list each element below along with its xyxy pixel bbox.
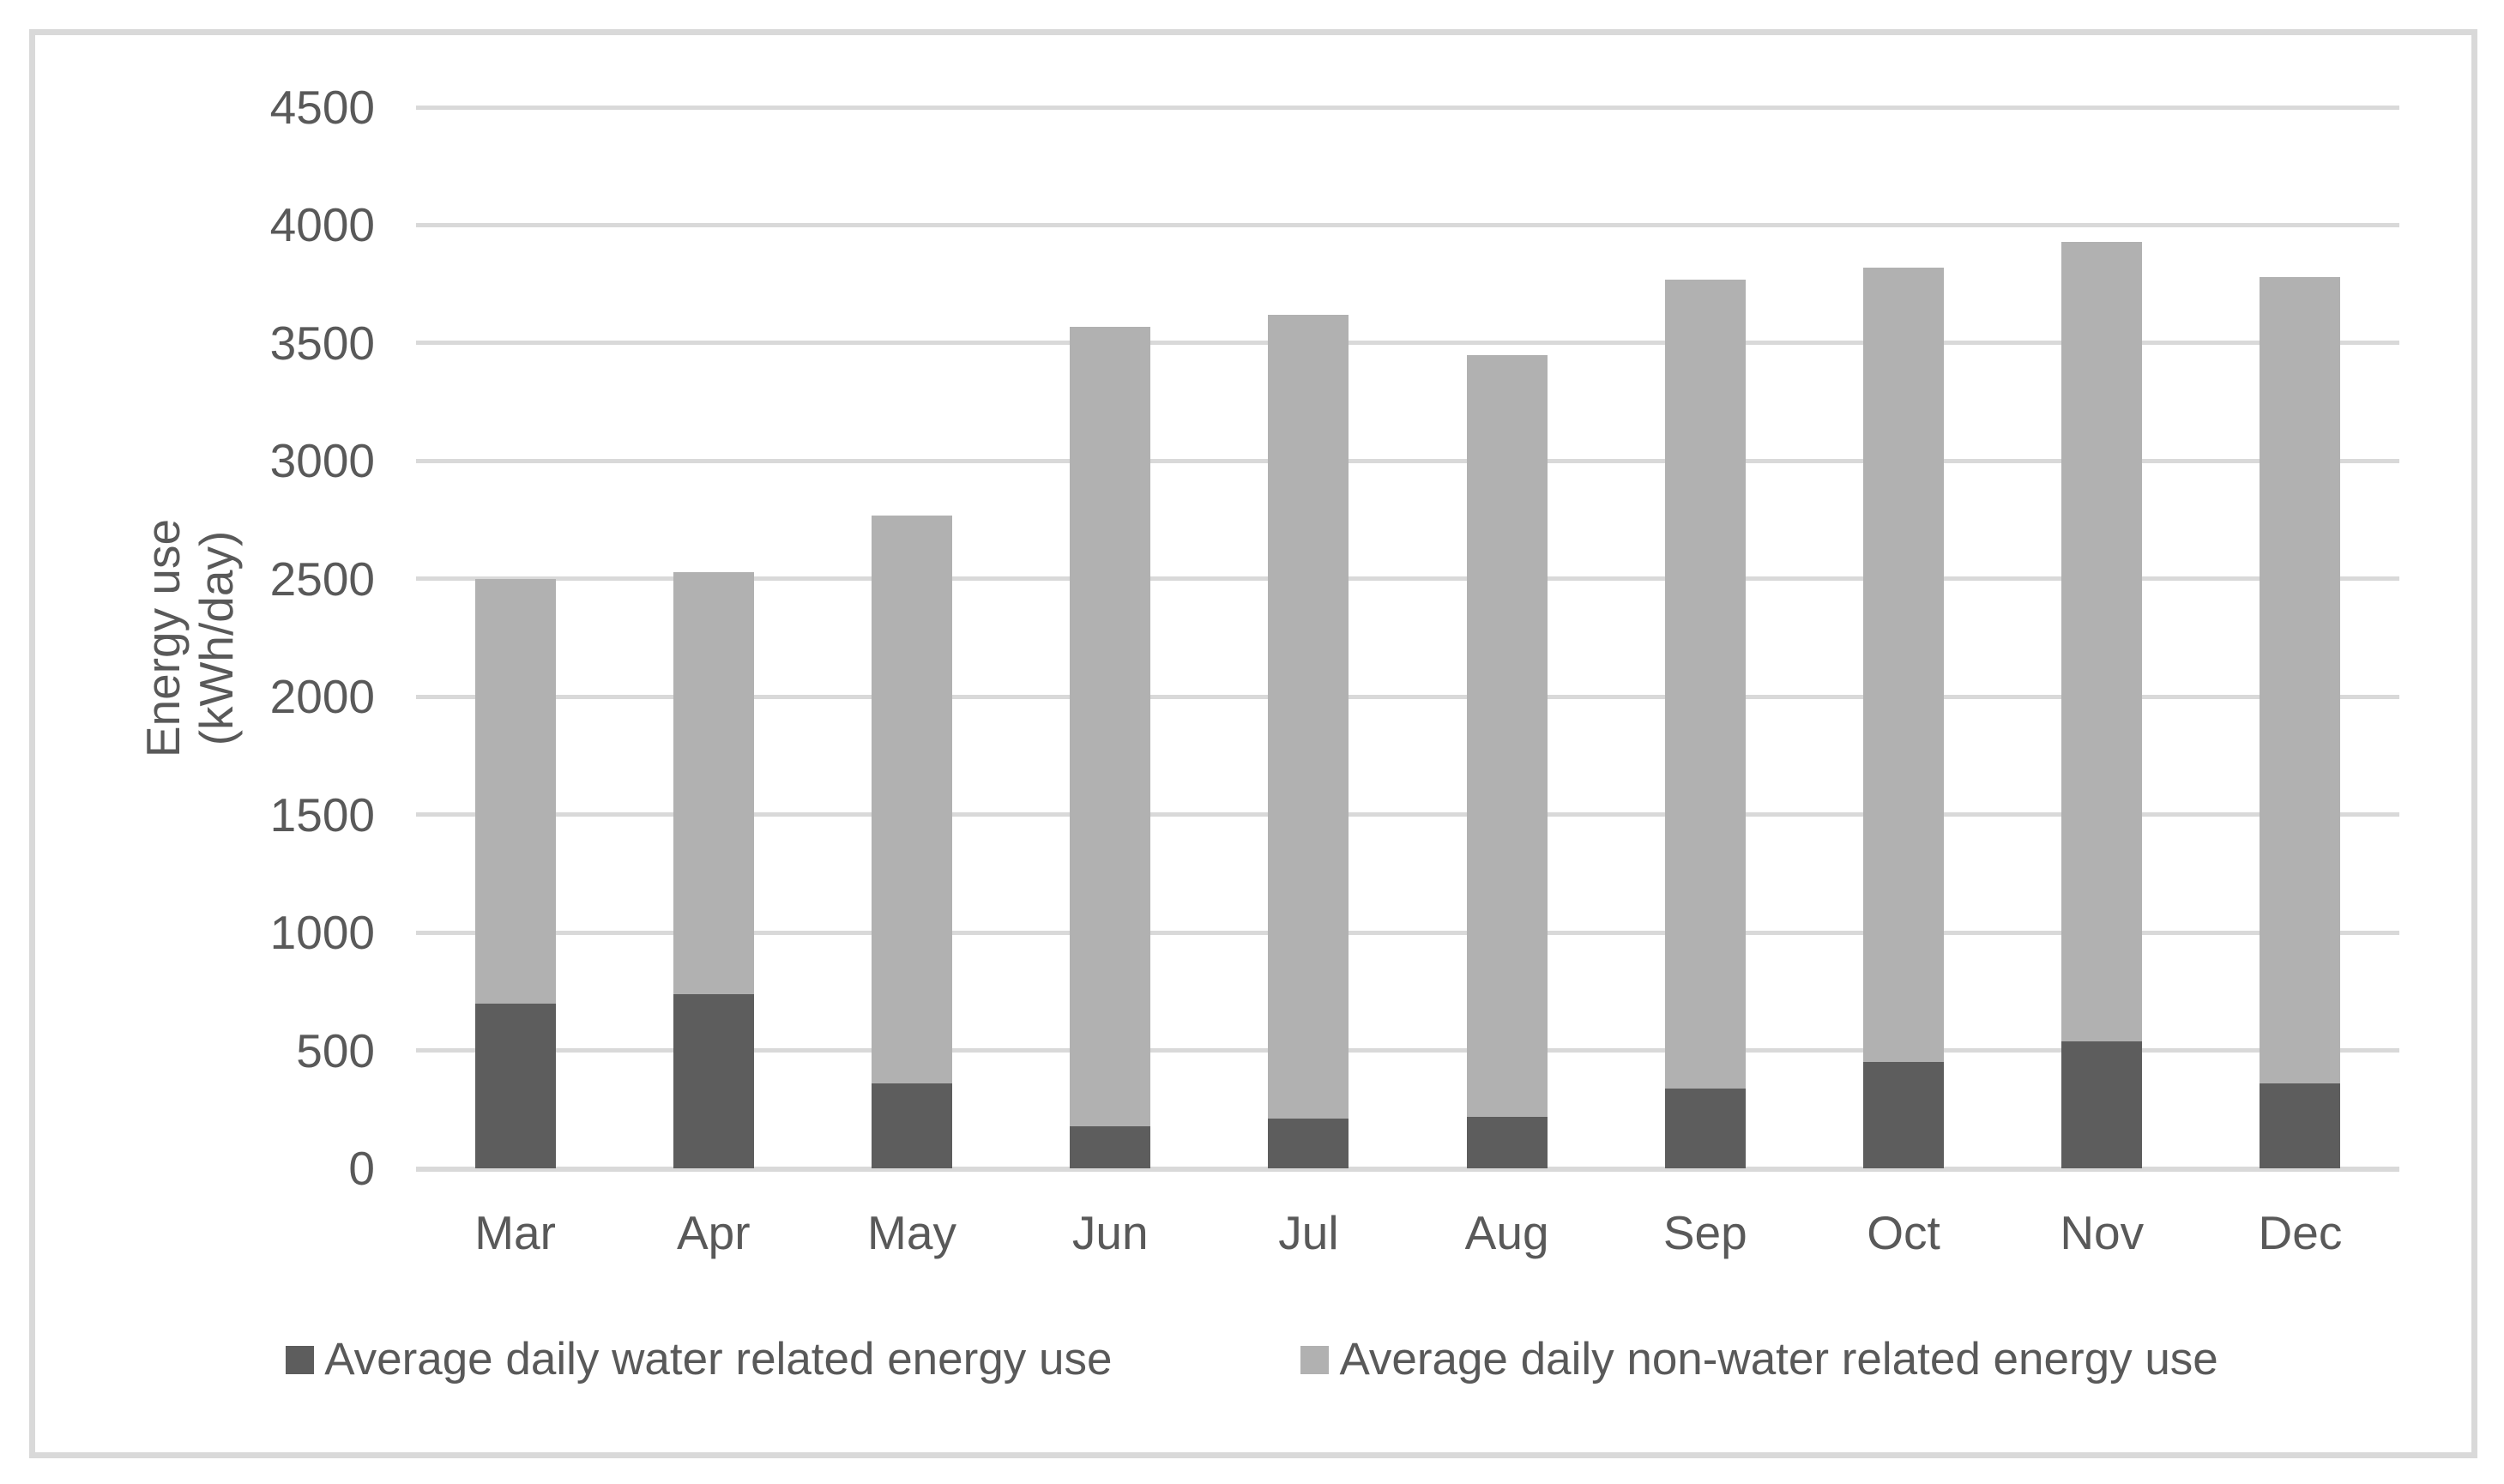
y-tick-label-500: 500 <box>296 1023 375 1077</box>
bar-slot-sep: Sep <box>1606 107 1804 1259</box>
bar-stack-jun <box>1070 326 1151 1168</box>
x-axis-label-may: May <box>867 1206 956 1259</box>
bar-segment-non-water-dec <box>2260 276 2341 1084</box>
legend-item-non-water: Average daily non-water related energy u… <box>1300 1332 2218 1387</box>
bar-stack-sep <box>1664 279 1746 1168</box>
gridline-3500 <box>416 341 2399 346</box>
bar-segment-non-water-aug <box>1466 354 1548 1117</box>
bar-segment-water-nov <box>2061 1041 2143 1168</box>
y-tick-label-0: 0 <box>348 1142 375 1195</box>
y-tick-label-3500: 3500 <box>269 316 375 370</box>
bar-segment-water-sep <box>1664 1088 1746 1168</box>
legend-label-water: Average daily water related energy use <box>324 1334 1113 1384</box>
legend-label-non-water: Average daily non-water related energy u… <box>1339 1334 2218 1384</box>
x-axis-label-dec: Dec <box>2258 1206 2343 1259</box>
gridline-3000 <box>416 458 2399 463</box>
bar-stack-nov <box>2061 241 2143 1168</box>
x-axis-label-mar: Mar <box>474 1206 556 1259</box>
gridline-1000 <box>416 930 2399 935</box>
bar-segment-water-jun <box>1070 1125 1151 1168</box>
bar-slot-apr: Apr <box>614 107 812 1259</box>
bar-slot-jun: Jun <box>1011 107 1210 1259</box>
bar-stack-apr <box>673 571 754 1168</box>
bar-segment-non-water-jul <box>1268 314 1349 1119</box>
x-axis-label-apr: Apr <box>677 1206 751 1259</box>
bar-segment-water-may <box>872 1083 952 1168</box>
x-axis-label-jul: Jul <box>1278 1206 1339 1259</box>
legend-item-water: Average daily water related energy use <box>286 1332 1112 1387</box>
y-tick-label-1000: 1000 <box>269 906 375 960</box>
bar-slot-may: May <box>812 107 1011 1259</box>
x-axis-label-oct: Oct <box>1867 1206 1940 1259</box>
bar-stack-dec <box>2260 276 2341 1168</box>
y-tick-label-4500: 4500 <box>269 81 375 134</box>
bar-segment-non-water-oct <box>1863 267 1945 1063</box>
bar-segment-water-oct <box>1863 1062 1945 1168</box>
y-tick-label-2000: 2000 <box>269 670 375 724</box>
bar-segment-non-water-apr <box>673 571 754 994</box>
plot-area: Mar Apr May Jun Jul Aug Sep Oct Nov Dec <box>416 105 2399 1259</box>
bar-stack-aug <box>1466 354 1548 1168</box>
x-axis-label-sep: Sep <box>1662 1206 1747 1259</box>
chart-outer-border <box>29 29 2477 1458</box>
bar-segment-non-water-jun <box>1070 326 1151 1126</box>
bar-slot-oct: Oct <box>1804 107 2002 1259</box>
gridline-4000 <box>416 222 2399 227</box>
y-tick-label-4000: 4000 <box>269 198 375 252</box>
gridline-2000 <box>416 694 2399 699</box>
y-tick-label-1500: 1500 <box>269 787 375 842</box>
legend: Average daily water related energy use Av… <box>0 1332 2504 1387</box>
bar-segment-non-water-nov <box>2061 241 2143 1041</box>
y-tick-label-3000: 3000 <box>269 434 375 488</box>
bar-stack-may <box>872 515 952 1168</box>
bar-segment-water-dec <box>2260 1083 2341 1168</box>
gridline-4500 <box>416 105 2399 110</box>
bar-segment-non-water-may <box>872 515 952 1084</box>
y-tick-label-2500: 2500 <box>269 552 375 606</box>
bar-segment-non-water-sep <box>1664 279 1746 1089</box>
bar-stack-oct <box>1863 267 1945 1168</box>
bar-segment-water-jul <box>1268 1119 1349 1168</box>
legend-swatch-icon-water <box>286 1345 315 1374</box>
x-axis-label-aug: Aug <box>1464 1206 1549 1259</box>
x-axis-label-nov: Nov <box>2060 1206 2145 1259</box>
bar-slot-mar: Mar <box>416 107 614 1259</box>
bar-segment-water-mar <box>474 1003 556 1168</box>
gridline-500 <box>416 1048 2399 1053</box>
legend-swatch-icon-non-water <box>1300 1345 1330 1374</box>
x-axis-label-jun: Jun <box>1071 1206 1149 1259</box>
bar-stack-mar <box>474 578 556 1168</box>
gridline-1500 <box>416 812 2399 817</box>
gridline-2500 <box>416 576 2399 582</box>
bar-slot-aug: Aug <box>1408 107 1606 1259</box>
bars-layer: Mar Apr May Jun Jul Aug Sep Oct Nov Dec <box>416 107 2399 1259</box>
x-axis-line <box>416 1167 2399 1172</box>
bar-slot-jul: Jul <box>1210 107 1408 1259</box>
bar-segment-non-water-mar <box>474 578 556 1004</box>
bar-segment-water-aug <box>1466 1116 1548 1168</box>
bar-slot-dec: Dec <box>2201 107 2399 1259</box>
bar-slot-nov: Nov <box>2003 107 2201 1259</box>
bar-segment-water-apr <box>673 993 754 1168</box>
bar-stack-jul <box>1268 314 1349 1168</box>
